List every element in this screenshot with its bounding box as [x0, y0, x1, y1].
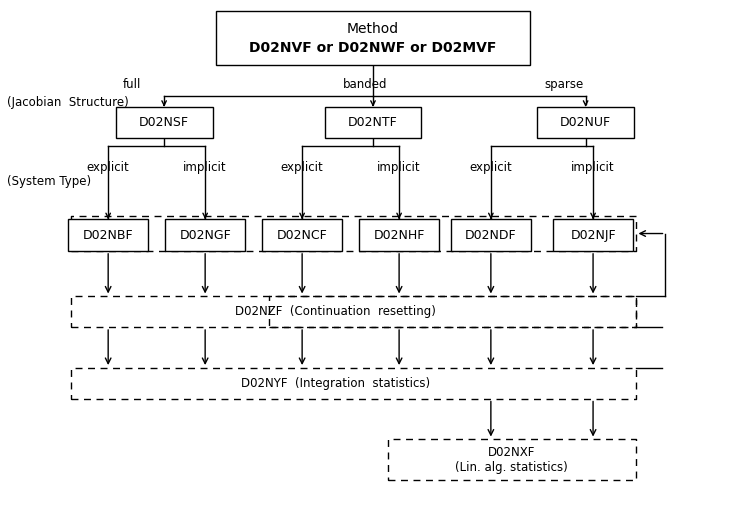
Text: explicit: explicit [87, 161, 130, 174]
Text: D02NYF  (Integration  statistics): D02NYF (Integration statistics) [241, 377, 430, 390]
FancyBboxPatch shape [359, 219, 439, 251]
Text: D02NVF or D02NWF or D02MVF: D02NVF or D02NWF or D02MVF [249, 41, 497, 55]
Text: D02NCF: D02NCF [277, 228, 327, 242]
Text: (System Type): (System Type) [7, 175, 92, 188]
Text: D02NZF  (Continuation  resetting): D02NZF (Continuation resetting) [235, 305, 436, 318]
Text: explicit: explicit [469, 161, 513, 174]
Text: Method: Method [347, 21, 399, 36]
FancyBboxPatch shape [165, 219, 245, 251]
Text: D02NXF
(Lin. alg. statistics): D02NXF (Lin. alg. statistics) [455, 446, 568, 474]
Text: banded: banded [343, 78, 388, 90]
Text: sparse: sparse [545, 78, 584, 90]
Text: D02NGF: D02NGF [179, 228, 231, 242]
Text: D02NBF: D02NBF [83, 228, 134, 242]
FancyBboxPatch shape [216, 11, 530, 65]
Text: explicit: explicit [280, 161, 324, 174]
FancyBboxPatch shape [116, 107, 213, 138]
FancyBboxPatch shape [451, 219, 531, 251]
FancyBboxPatch shape [325, 107, 421, 138]
Text: D02NHF: D02NHF [374, 228, 424, 242]
Text: implicit: implicit [184, 161, 227, 174]
Text: implicit: implicit [571, 161, 615, 174]
Text: D02NSF: D02NSF [139, 116, 189, 129]
Text: implicit: implicit [377, 161, 421, 174]
Text: (Jacobian  Structure): (Jacobian Structure) [7, 96, 129, 109]
FancyBboxPatch shape [537, 107, 634, 138]
FancyBboxPatch shape [68, 219, 148, 251]
Text: D02NDF: D02NDF [465, 228, 517, 242]
FancyBboxPatch shape [262, 219, 342, 251]
Text: D02NTF: D02NTF [348, 116, 398, 129]
Text: D02NJF: D02NJF [570, 228, 616, 242]
FancyBboxPatch shape [553, 219, 633, 251]
Text: D02NUF: D02NUF [560, 116, 611, 129]
Text: full: full [123, 78, 142, 90]
